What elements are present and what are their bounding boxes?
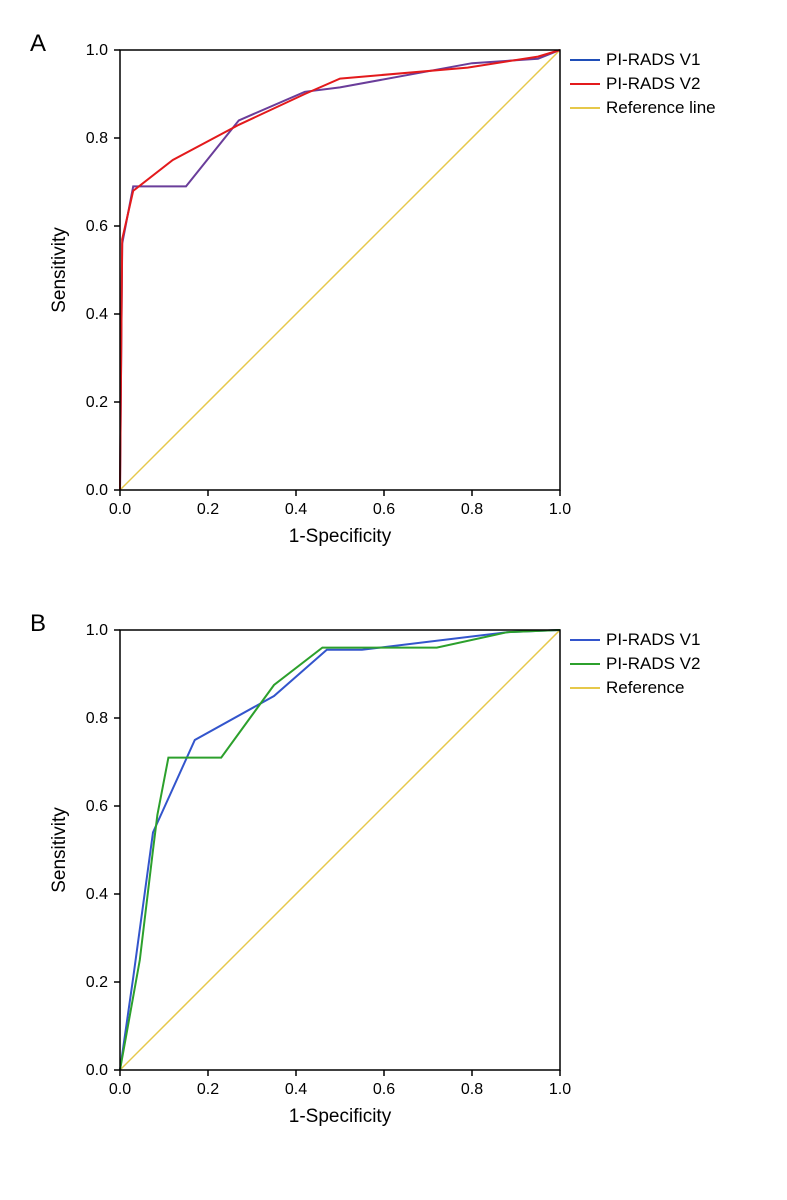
chart-a-svg: 0.0 0.2 0.4 0.6 0.8 1.0 0.0 0.2 0.4 0.6 0.8 1.0 1-Sp…: [20, 20, 770, 560]
svg-text:1.0: 1.0: [549, 501, 571, 518]
svg-text:0.0: 0.0: [86, 1062, 108, 1079]
svg-text:0.0: 0.0: [109, 501, 131, 518]
svg-text:0.0: 0.0: [86, 482, 108, 499]
y-axis-label: Sensitivity: [49, 227, 70, 313]
svg-text:0.2: 0.2: [86, 394, 108, 411]
svg-text:0.4: 0.4: [285, 1081, 307, 1098]
svg-text:1.0: 1.0: [86, 42, 108, 59]
svg-text:1.0: 1.0: [86, 622, 108, 639]
svg-text:0.0: 0.0: [109, 1081, 131, 1098]
svg-text:0.6: 0.6: [373, 1081, 395, 1098]
legend-label-2: Reference line: [606, 98, 716, 117]
legend-label-1: PI-RADS V2: [606, 654, 700, 673]
legend-label-0: PI-RADS V1: [606, 50, 700, 69]
x-axis-label: 1-Specificity: [289, 526, 392, 547]
chart-b-panel-label: B: [30, 610, 46, 638]
svg-text:0.2: 0.2: [197, 501, 219, 518]
x-axis-label: 1-Specificity: [289, 1106, 392, 1127]
svg-text:0.8: 0.8: [86, 710, 108, 727]
chart-b-container: B 0.0 0.2 0.4 0.6 0.8 1.0 0.0 0.2 0.4 0.6 0.8 1.0 1-…: [20, 600, 767, 1140]
chart-a-container: A 0.0 0.2 0.4 0.6 0.8 1.0 0.0 0.2 0.4 0.6 0.8 1.0 1-…: [20, 20, 767, 560]
svg-text:1.0: 1.0: [549, 1081, 571, 1098]
svg-text:0.4: 0.4: [86, 886, 108, 903]
chart-b-svg: 0.0 0.2 0.4 0.6 0.8 1.0 0.0 0.2 0.4 0.6 0.8 1.0 1-Sp…: [20, 600, 770, 1140]
svg-text:0.2: 0.2: [86, 974, 108, 991]
svg-text:0.4: 0.4: [285, 501, 307, 518]
svg-text:0.6: 0.6: [373, 501, 395, 518]
legend-label-0: PI-RADS V1: [606, 630, 700, 649]
svg-text:0.6: 0.6: [86, 798, 108, 815]
svg-text:0.6: 0.6: [86, 218, 108, 235]
svg-text:0.2: 0.2: [197, 1081, 219, 1098]
chart-a-panel-label: A: [30, 30, 46, 58]
y-axis-label: Sensitivity: [49, 807, 70, 893]
svg-text:0.8: 0.8: [461, 501, 483, 518]
svg-text:0.8: 0.8: [461, 1081, 483, 1098]
svg-text:0.4: 0.4: [86, 306, 108, 323]
legend-label-1: PI-RADS V2: [606, 74, 700, 93]
legend-label-2: Reference: [606, 678, 684, 697]
svg-text:0.8: 0.8: [86, 130, 108, 147]
